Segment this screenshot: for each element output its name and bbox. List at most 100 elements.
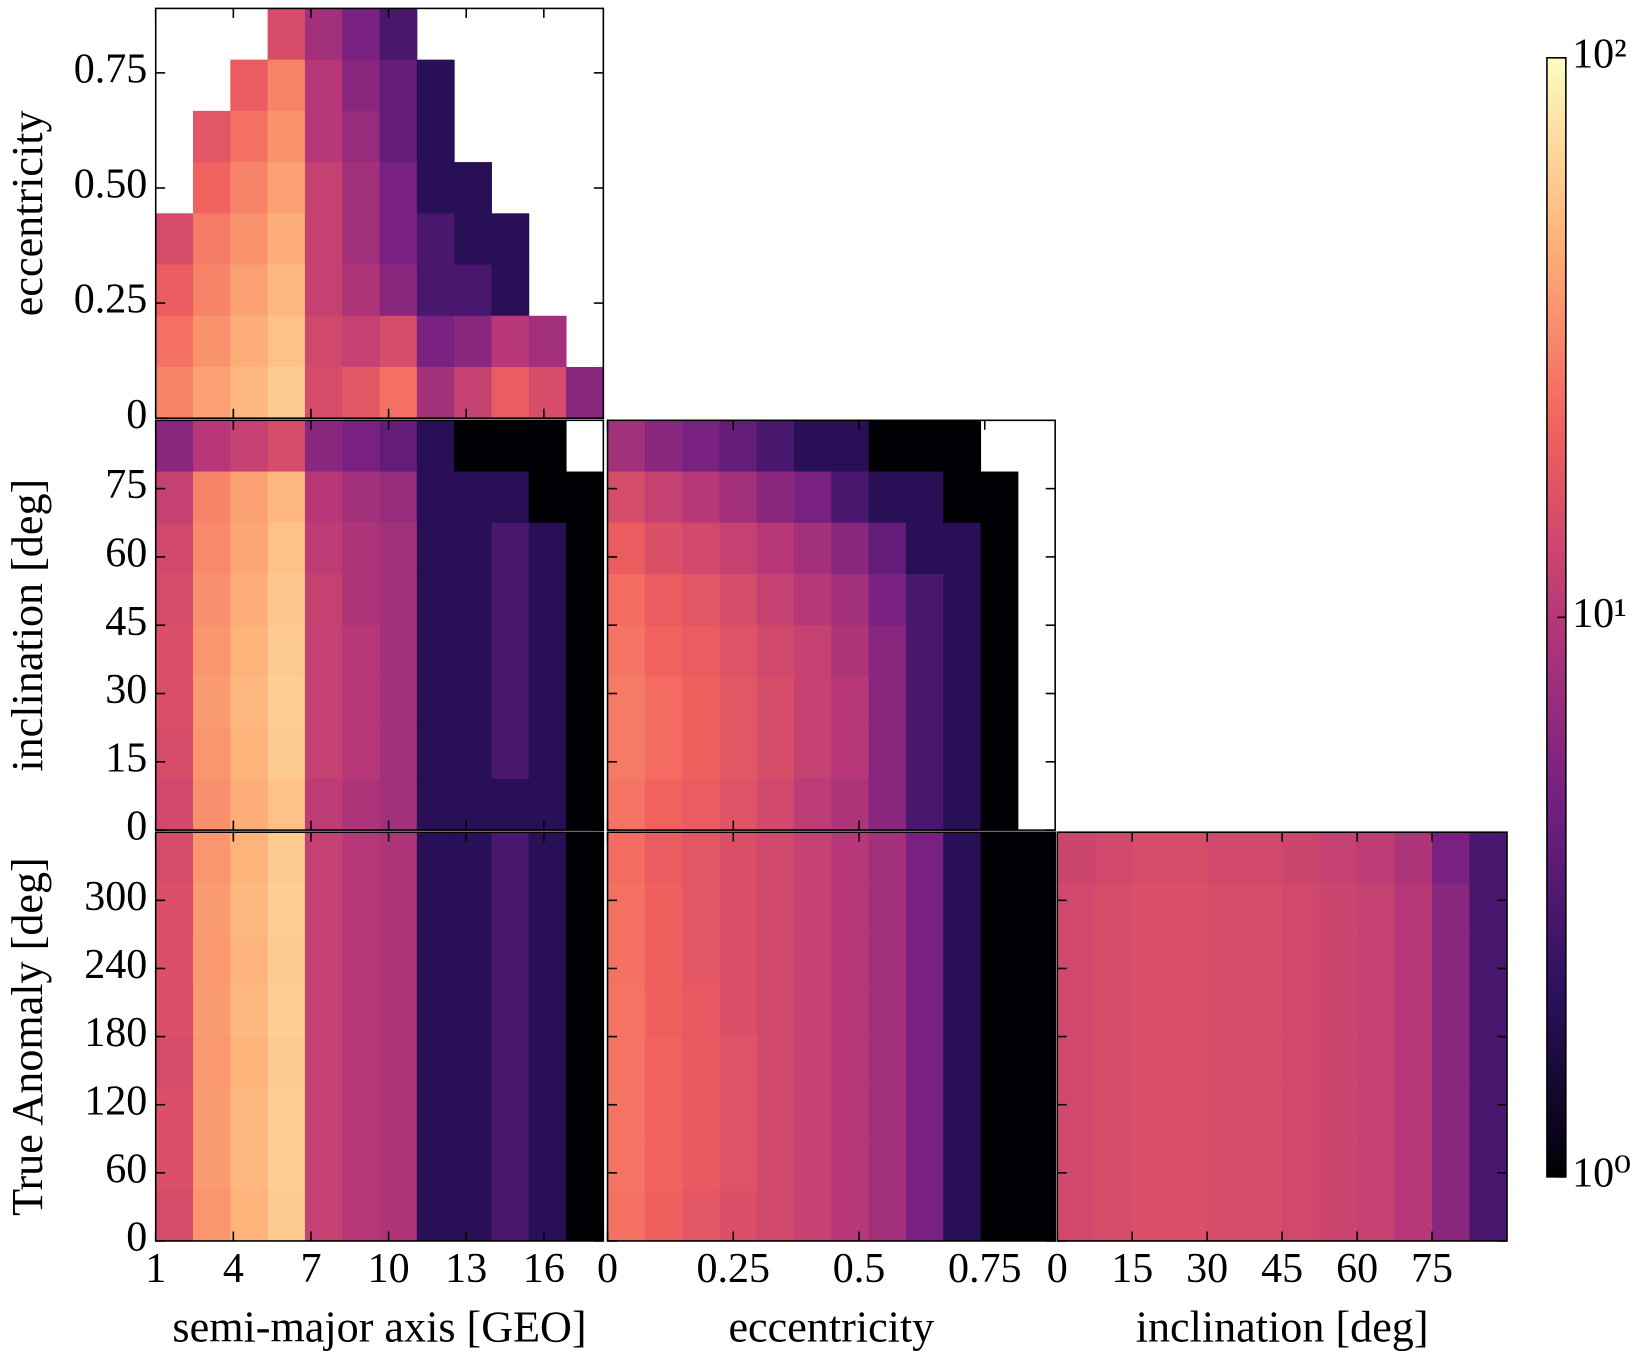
heatmap-cell [644, 778, 683, 831]
heatmap-cell [682, 471, 720, 524]
heatmap-cell [528, 522, 567, 575]
heatmap-cell [193, 778, 231, 831]
heatmap-cell [454, 1138, 492, 1191]
heatmap-cell [756, 883, 795, 935]
heatmap-cell [416, 1138, 455, 1191]
heatmap-cell [1057, 883, 1096, 935]
heatmap-cell [868, 625, 907, 677]
heatmap-cell [454, 676, 492, 729]
heatmap-cell [719, 1087, 758, 1140]
heatmap-cell [644, 883, 683, 935]
heatmap-cell [868, 883, 907, 935]
heatmap-cell [831, 1189, 870, 1242]
heatmap-cell [230, 420, 269, 473]
heatmap-cell [980, 778, 1019, 831]
heatmap-cell [943, 676, 982, 729]
heatmap-cell [905, 676, 944, 729]
heatmap-cell [230, 315, 269, 368]
heatmap-cell [1132, 1138, 1171, 1191]
heatmap-cell [230, 573, 269, 626]
heatmap-cell [756, 727, 795, 780]
heatmap-cell [905, 883, 944, 935]
heatmap-cell [193, 883, 231, 935]
heatmap-cell [1319, 832, 1358, 884]
heatmap-cell [1094, 934, 1133, 987]
heatmap-cell [454, 522, 492, 575]
heatmap-cell [566, 625, 604, 677]
y-tick-label: 30 [105, 667, 147, 713]
heatmap-cell [304, 883, 343, 935]
heatmap-cell [155, 934, 194, 987]
heatmap-cell [1057, 934, 1096, 987]
heatmap-cell [868, 471, 907, 524]
heatmap-cell [267, 573, 306, 626]
heatmap-cell [1469, 985, 1508, 1038]
heatmap-cell [528, 832, 567, 884]
heatmap-cell [454, 832, 492, 884]
heatmap-cell [682, 1189, 720, 1242]
heatmap-cell [1319, 934, 1358, 987]
heatmap-cell [379, 778, 418, 831]
heatmap-cell [868, 727, 907, 780]
heatmap-cell [794, 420, 832, 473]
heatmap-cell [794, 676, 832, 729]
heatmap-cell [528, 883, 567, 935]
heatmap-cell [1394, 1138, 1433, 1191]
heatmap-cell [454, 315, 492, 368]
heatmap-cell [528, 366, 567, 419]
heatmap-cell [607, 420, 646, 473]
heatmap-cell [868, 1189, 907, 1242]
heatmap-cell [1169, 934, 1208, 987]
heatmap-cell [831, 471, 870, 524]
heatmap-cell [491, 832, 530, 884]
heatmap-cell [342, 676, 381, 729]
heatmap-cell [719, 471, 758, 524]
heatmap-cell [230, 162, 269, 214]
heatmap-cell [304, 59, 343, 112]
heatmap-cell [193, 1036, 231, 1089]
heatmap-cell [304, 1138, 343, 1191]
heatmap-cell [342, 625, 381, 677]
heatmap-cell [230, 625, 269, 677]
heatmap-cell [267, 264, 306, 317]
heatmap-cell [1319, 1087, 1358, 1140]
x-tick-label: 16 [523, 1246, 565, 1292]
heatmap-cell [454, 264, 492, 317]
x-tick-label: 10 [368, 1246, 410, 1292]
heatmap-cell [719, 934, 758, 987]
heatmap-cell [416, 366, 455, 419]
heatmap-cell [342, 1087, 381, 1140]
heatmap-cell [454, 727, 492, 780]
heatmap-cell [868, 934, 907, 987]
x-axis-label: inclination [deg] [1136, 1302, 1429, 1351]
y-axis-label: inclination [deg] [3, 479, 52, 772]
heatmap-cell [491, 573, 530, 626]
heatmap-cell [1432, 1036, 1471, 1089]
heatmap-cell [304, 264, 343, 317]
heatmap-cell [719, 573, 758, 626]
heatmap-cell [379, 162, 418, 214]
heatmap-cell [756, 573, 795, 626]
heatmap-cell [756, 832, 795, 884]
heatmap-cell [267, 1189, 306, 1242]
heatmap-cell [682, 625, 720, 677]
heatmap-cell [416, 420, 455, 473]
heatmap-cell [230, 883, 269, 935]
heatmap-cell [304, 162, 343, 214]
heatmap-cell [794, 1087, 832, 1140]
heatmap-cell [644, 471, 683, 524]
heatmap-cell [1244, 985, 1283, 1038]
heatmap-cell [943, 727, 982, 780]
heatmap-cell [1357, 1138, 1396, 1191]
heatmap-cell [528, 471, 567, 524]
heatmap-cell [491, 366, 530, 419]
heatmap-cell [831, 1036, 870, 1089]
heatmap-cell [1207, 985, 1246, 1038]
heatmap-cell [267, 727, 306, 780]
heatmap-cell [868, 1036, 907, 1089]
heatmap-cell [155, 420, 194, 473]
heatmap-cell [342, 883, 381, 935]
x-tick-label: 45 [1261, 1246, 1303, 1292]
heatmap-cell [794, 985, 832, 1038]
heatmap-cell [342, 366, 381, 419]
